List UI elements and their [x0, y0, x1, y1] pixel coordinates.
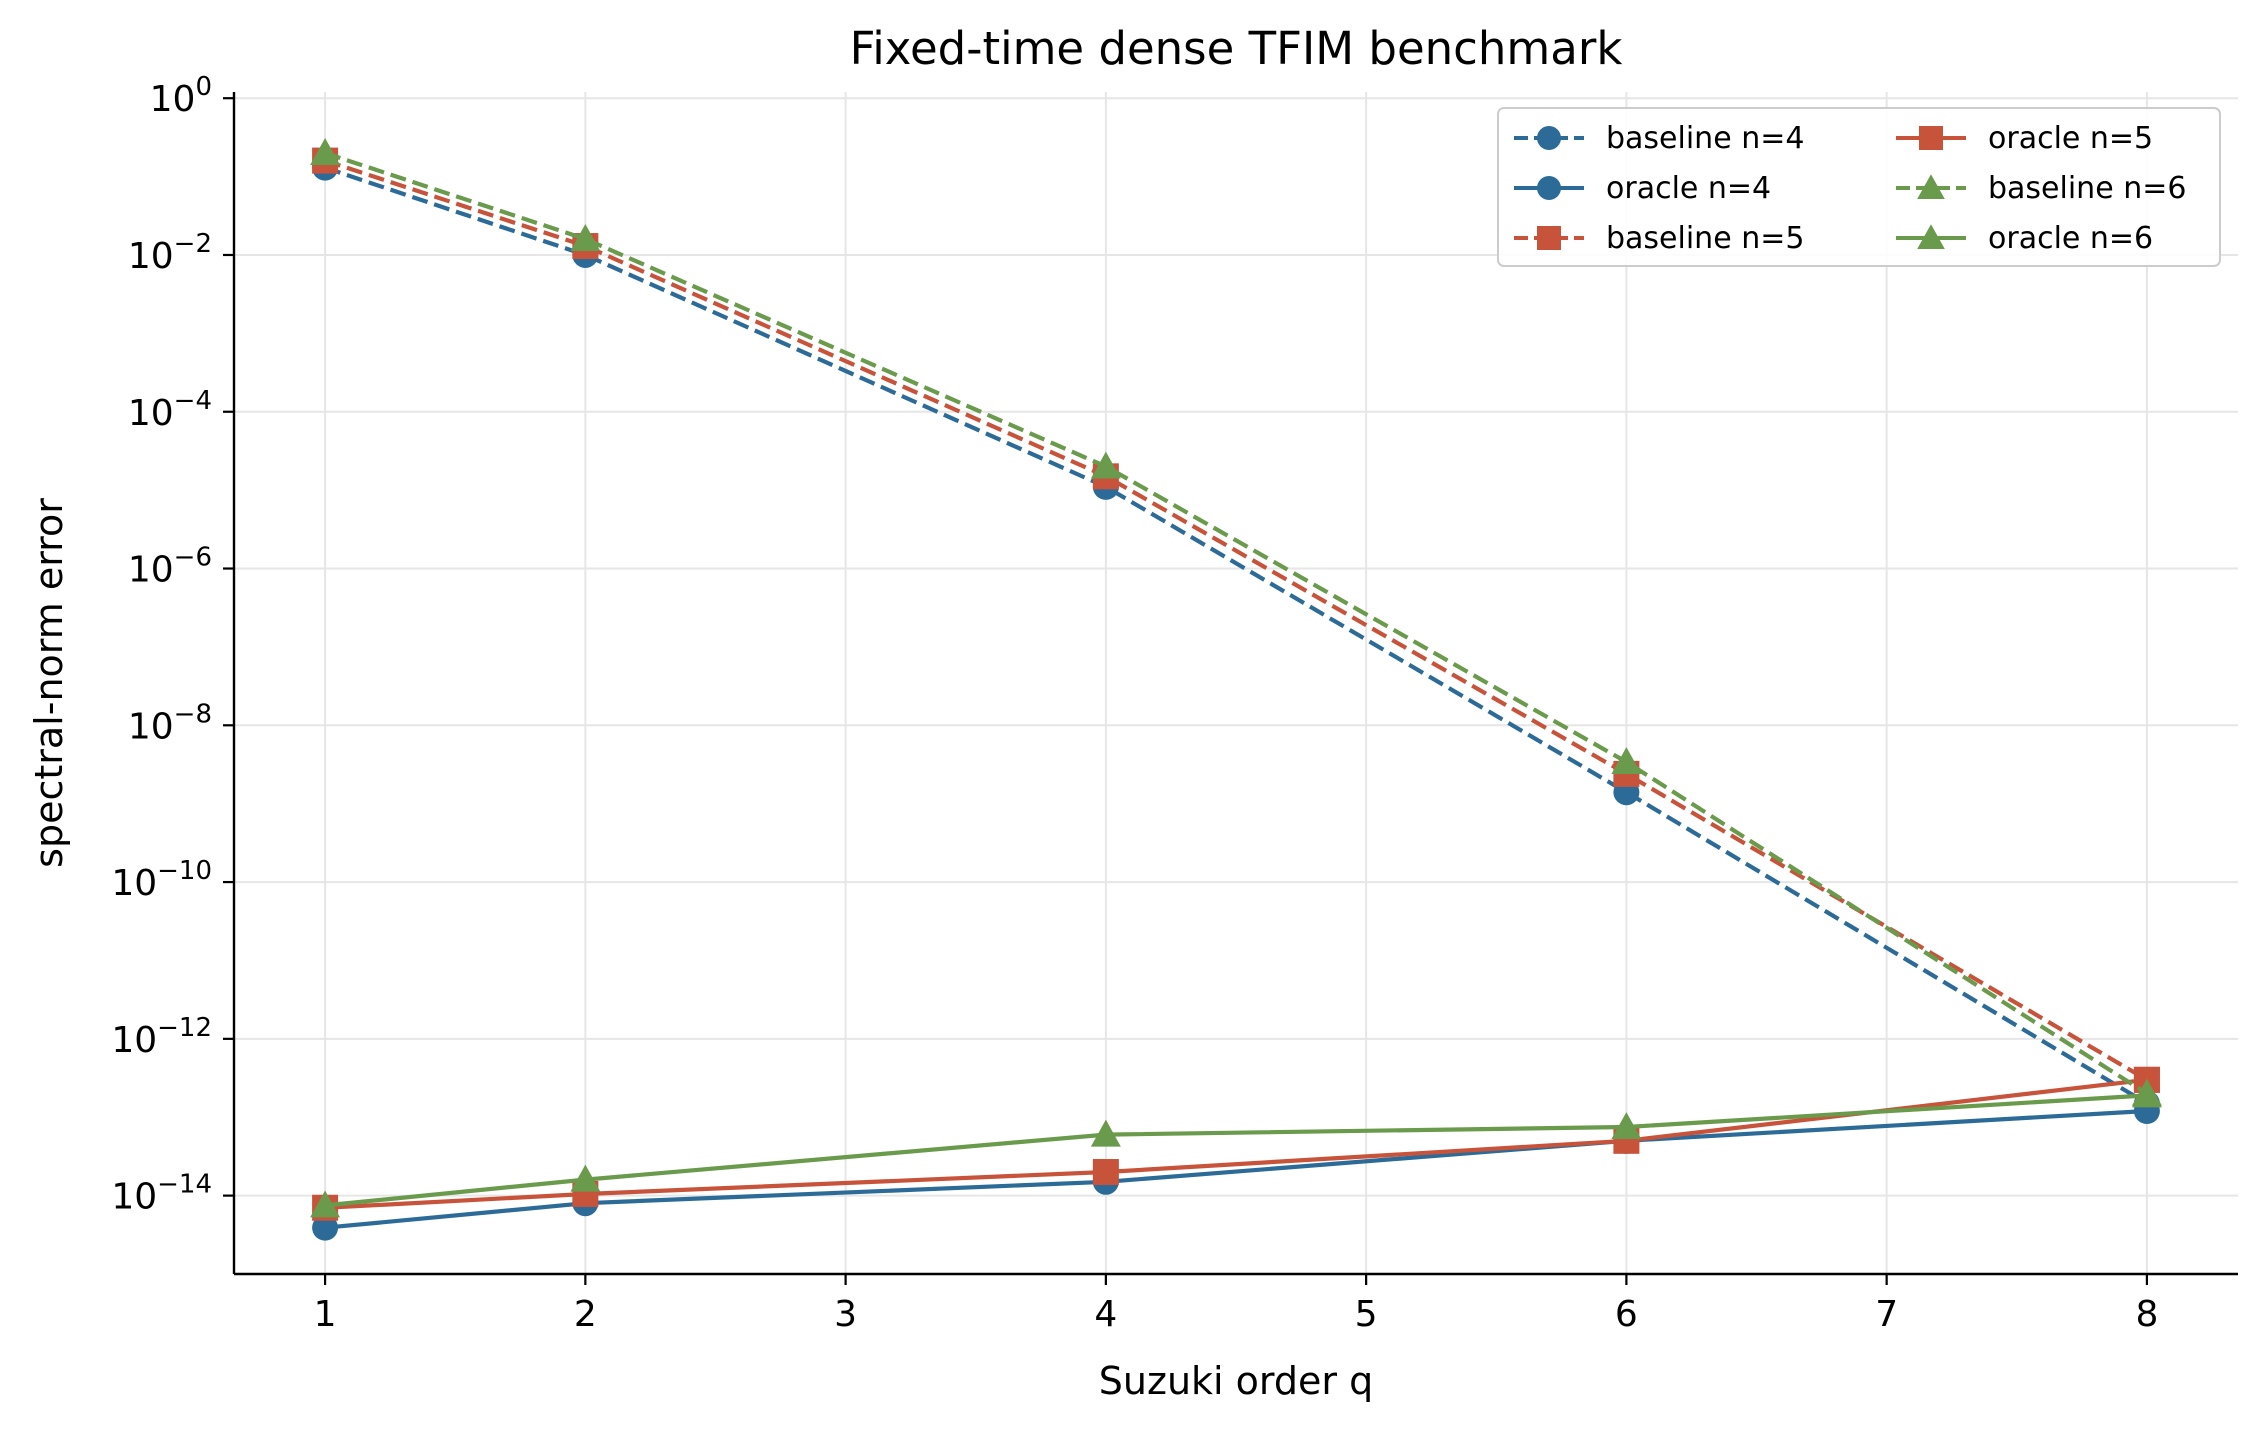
legend-label: baseline n=5	[1606, 221, 1804, 256]
y-tick-label: 10−14	[111, 1170, 212, 1218]
y-tick-exponent: −2	[174, 229, 212, 259]
data-point	[1611, 1112, 1642, 1139]
legend-label: oracle n=4	[1606, 171, 1771, 206]
y-tick-exponent: −6	[174, 543, 212, 573]
legend-entry: oracle n=6	[1896, 221, 2153, 256]
x-tick-label: 7	[1875, 1294, 1898, 1335]
x-tick-label: 6	[1615, 1294, 1638, 1335]
x-tick-label: 3	[834, 1294, 857, 1335]
x-ticks: 1 2 3 4 5 6 7 8	[314, 1274, 2158, 1335]
y-tick-label: 10−6	[128, 543, 212, 591]
legend-entry: baseline n=5	[1514, 221, 1804, 256]
y-tick-exponent: −10	[157, 856, 212, 886]
y-tick-exponent: −8	[174, 699, 212, 729]
legend-marker	[1917, 224, 1945, 250]
legend-entry: baseline n=4	[1514, 121, 1804, 156]
y-tick-base: 10	[111, 863, 157, 904]
y-tick-base: 10	[128, 393, 174, 434]
data-point	[2131, 1080, 2162, 1108]
data-point	[312, 1214, 339, 1241]
legend-marker	[1919, 126, 1943, 150]
data-point	[310, 138, 341, 165]
data-point	[310, 1190, 341, 1218]
y-tick-exponent: 0	[195, 72, 212, 102]
y-tick-base: 10	[128, 706, 174, 747]
axes	[232, 92, 2238, 1276]
y-tick-base: 10	[128, 236, 174, 277]
data-point	[1092, 1159, 1119, 1186]
legend-label: baseline n=6	[1988, 171, 2186, 206]
series-oracle-n-6	[310, 1080, 2162, 1218]
chart-title: Fixed-time dense TFIM benchmark	[850, 22, 1623, 75]
legend-entry: oracle n=5	[1896, 121, 2153, 156]
data-point	[570, 1164, 601, 1192]
y-tick-label: 10−2	[128, 229, 212, 277]
y-tick-label: 10−10	[111, 856, 212, 904]
legend-marker	[1537, 126, 1561, 150]
x-tick-label: 5	[1355, 1294, 1378, 1335]
legend-marker	[1917, 174, 1945, 200]
data-point	[570, 224, 601, 251]
x-tick-label: 8	[2135, 1294, 2158, 1335]
x-tick-label: 2	[574, 1294, 597, 1335]
data-point	[1090, 451, 1121, 479]
y-tick-base: 10	[111, 1177, 157, 1218]
legend-entry: baseline n=6	[1896, 171, 2186, 206]
y-tick-label: 10−4	[128, 386, 212, 434]
legend-marker	[1537, 176, 1561, 200]
y-tick-label: 10−12	[111, 1013, 212, 1061]
legend-label: oracle n=6	[1988, 221, 2153, 256]
x-axis-label: Suzuki order q	[1099, 1359, 1373, 1403]
legend-label: baseline n=4	[1606, 121, 1804, 156]
plot-series	[310, 138, 2162, 1241]
legend-entry: oracle n=4	[1514, 171, 1771, 206]
legend-frame	[1497, 107, 2221, 267]
y-axis-label: spectral-norm error	[27, 498, 71, 868]
data-point	[1090, 1119, 1121, 1147]
y-tick-base: 10	[150, 79, 196, 120]
legend-label: oracle n=5	[1988, 121, 2153, 156]
legend-marker	[1537, 226, 1561, 250]
y-tick-base: 10	[111, 1020, 157, 1061]
y-tick-exponent: −14	[157, 1170, 212, 1200]
y-tick-label: 100	[150, 72, 212, 120]
x-tick-label: 1	[314, 1294, 337, 1335]
x-tick-label: 4	[1094, 1294, 1117, 1335]
legend: baseline n=4 oracle n=4 baseline n=5 oracle…	[1497, 107, 2221, 267]
y-tick-exponent: −12	[157, 1013, 212, 1043]
y-tick-label: 10−8	[128, 699, 212, 747]
data-point	[1611, 747, 1642, 774]
y-tick-base: 10	[128, 550, 174, 591]
y-tick-exponent: −4	[174, 386, 212, 416]
